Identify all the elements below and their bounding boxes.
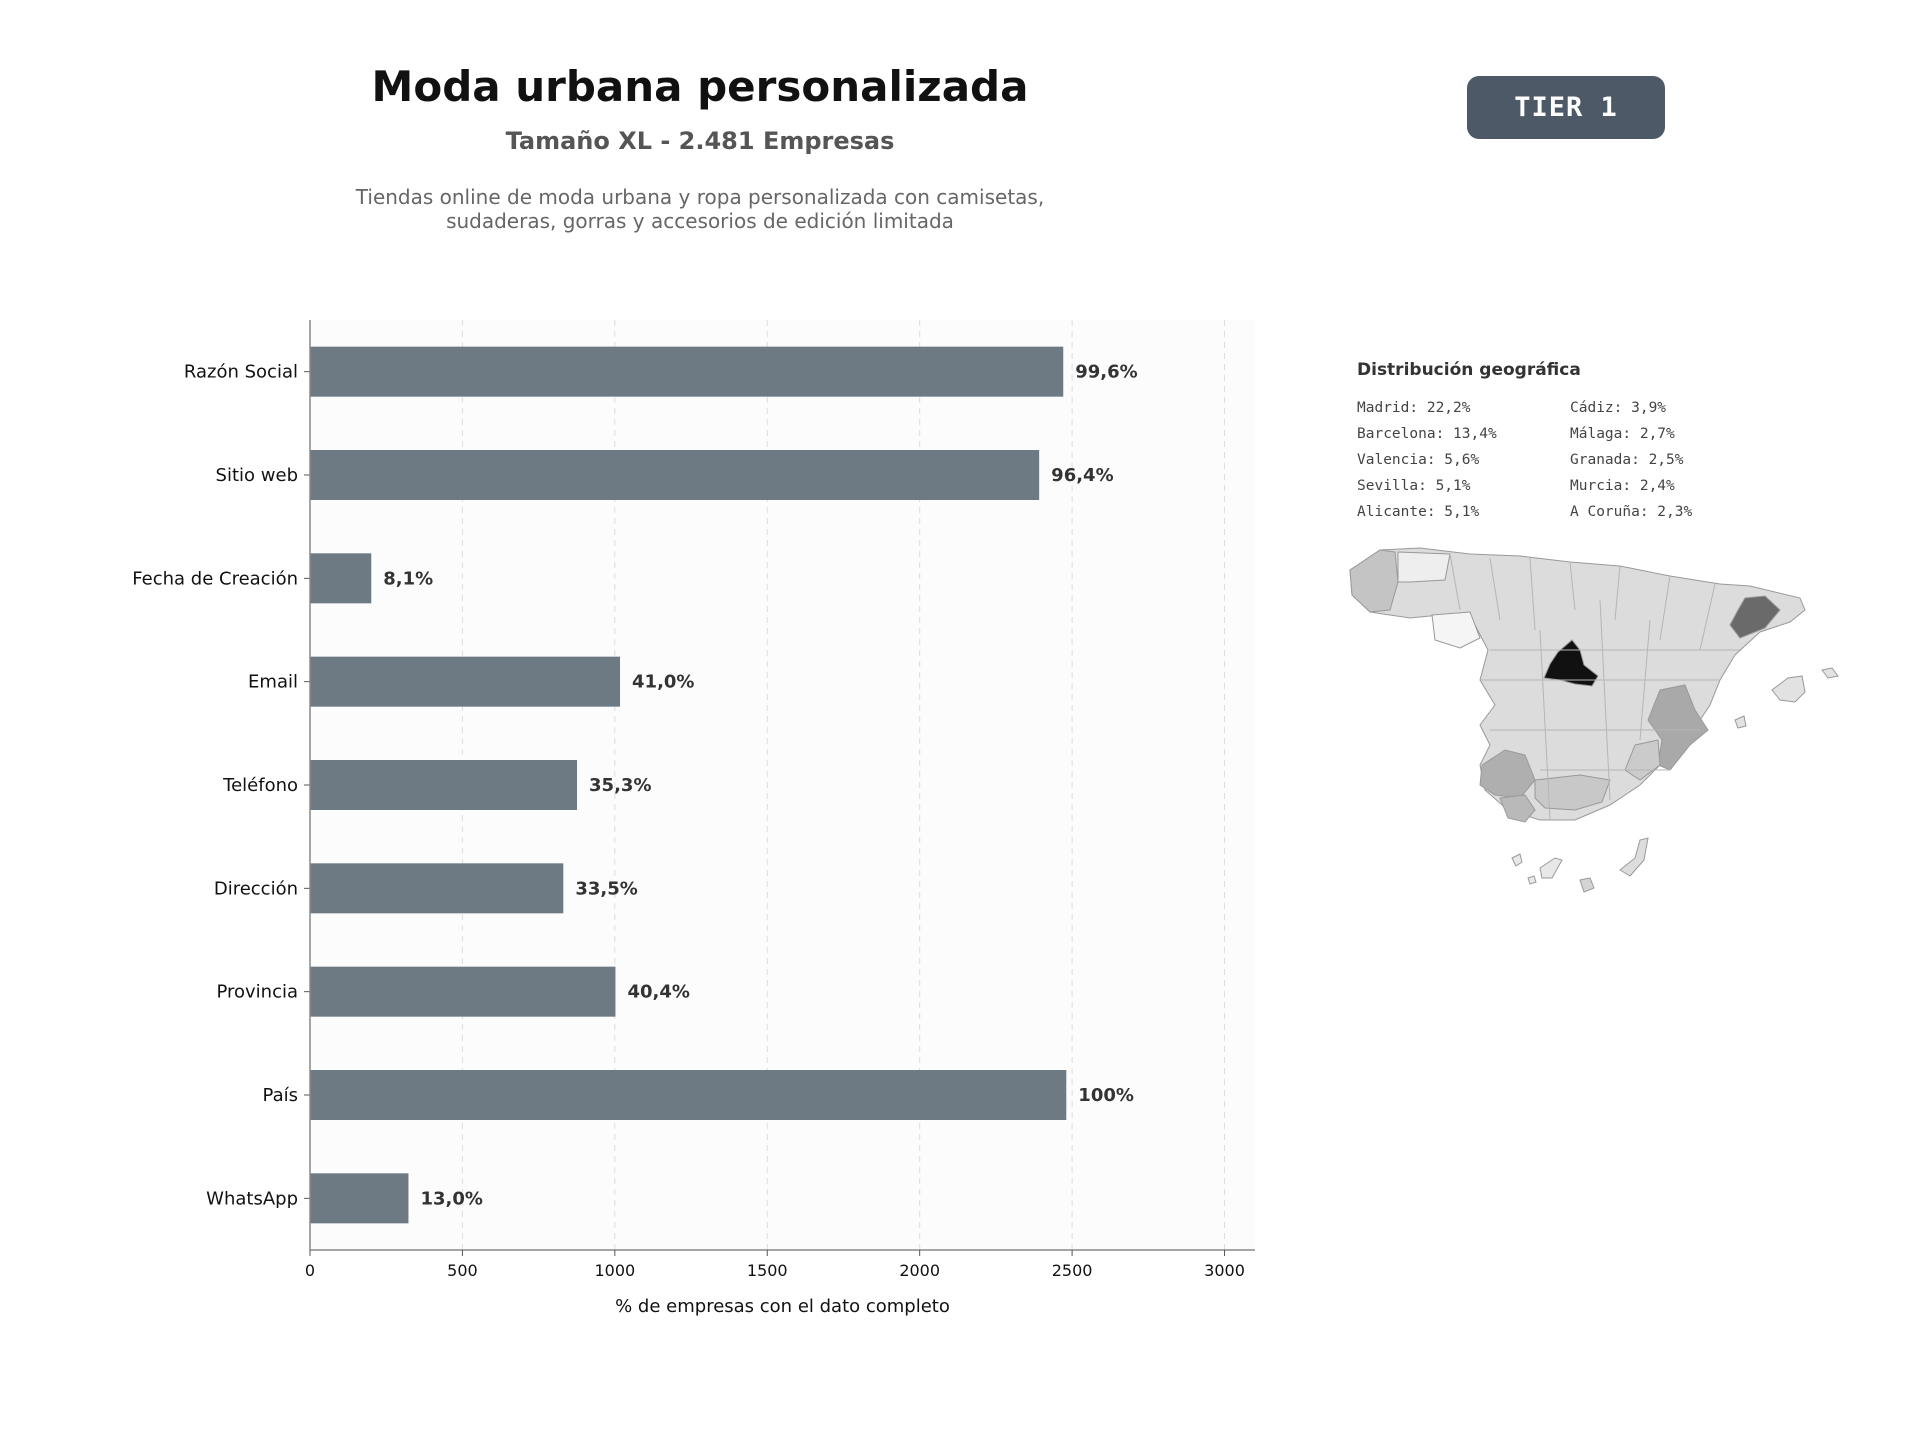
value-label: 40,4% [627,982,689,1003]
x-tick-label: 1000 [594,1261,635,1280]
bar [310,760,578,810]
bar [310,1173,409,1224]
x-tick-label: 3000 [1204,1261,1245,1280]
map-region-canarias-4 [1619,837,1649,877]
geo-item: Madrid: 22,2% [1357,400,1471,416]
geo-item: Alicante: 5,1% [1357,504,1480,520]
x-axis-label: % de empresas con el dato completo [615,1296,950,1317]
geo-item: A Coruña: 2,3% [1570,504,1693,520]
value-label: 13,0% [420,1188,482,1209]
map-region-sevilla [1479,749,1536,799]
x-tick-label: 2000 [899,1261,940,1280]
map-region-asturias [1397,551,1451,583]
category-label: Sitio web [216,465,298,486]
bar [310,553,372,604]
value-label: 100% [1078,1085,1134,1106]
bar [310,966,616,1017]
value-label: 35,3% [589,775,651,796]
geo-distribution-title: Distribución geográfica [1357,360,1581,380]
value-label: 33,5% [575,878,637,899]
map-region-madrid [1543,639,1599,687]
spain-map [1349,547,1839,893]
value-label: 41,0% [632,672,694,693]
description-line-2: sudaderas, gorras y accesorios de edició… [446,209,954,233]
bar [310,346,1064,397]
bar [310,863,564,914]
geo-item: Málaga: 2,7% [1570,426,1675,442]
description-line-1: Tiendas online de moda urbana y ropa per… [355,185,1045,209]
map-region-cadiz [1499,794,1536,823]
map-region-leon [1431,611,1481,649]
page-description: Tiendas online de moda urbana y ropa per… [330,185,1070,233]
value-label: 99,6% [1075,362,1137,383]
map-region-malaga-granada [1534,774,1611,811]
x-tick-label: 2500 [1052,1261,1093,1280]
geo-item: Granada: 2,5% [1570,452,1684,468]
x-tick-label: 0 [305,1261,315,1280]
bar-chart: Razón Social 99,6% Sitio web 96,4% Fecha de … [132,320,1255,1317]
category-label: Fecha de Creación [132,568,298,589]
map-region-ibiza [1734,715,1747,729]
bar [310,656,621,707]
map-region-canarias-1 [1511,853,1523,867]
tier-badge: TIER 1 [1467,76,1665,139]
map-region-canarias-3 [1579,877,1595,893]
value-label: 8,1% [383,568,433,589]
geo-item: Barcelona: 13,4% [1357,426,1497,442]
category-label: Teléfono [222,775,298,796]
geo-item: Sevilla: 5,1% [1357,478,1471,494]
x-tick-label: 500 [447,1261,478,1280]
x-tick-label: 1500 [747,1261,788,1280]
category-label: Email [248,672,298,693]
category-label: Provincia [216,982,298,1003]
bar [310,1070,1067,1120]
map-region-galicia [1349,549,1399,613]
geo-distribution-list: Madrid: 22,2% Cádiz: 3,9% Barcelona: 13,… [1357,398,1777,522]
category-label: Dirección [214,878,298,899]
geo-item: Cádiz: 3,9% [1570,400,1667,416]
page-title: Moda urbana personalizada [371,62,1029,111]
map-region-barcelona [1729,595,1781,639]
category-label: WhatsApp [206,1188,298,1209]
map-region-canarias-2 [1539,857,1563,879]
page-subtitle: Tamaño XL - 2.481 Empresas [505,127,895,155]
category-label: País [263,1085,298,1106]
map-region-menorca [1821,667,1839,679]
bar [310,450,1040,500]
map-region-mallorca [1771,675,1806,703]
geo-item: Valencia: 5,6% [1357,452,1480,468]
value-label: 96,4% [1051,465,1113,486]
geo-item: Murcia: 2,4% [1570,478,1675,494]
map-region-canarias-5 [1527,875,1537,885]
category-label: Razón Social [184,362,298,383]
